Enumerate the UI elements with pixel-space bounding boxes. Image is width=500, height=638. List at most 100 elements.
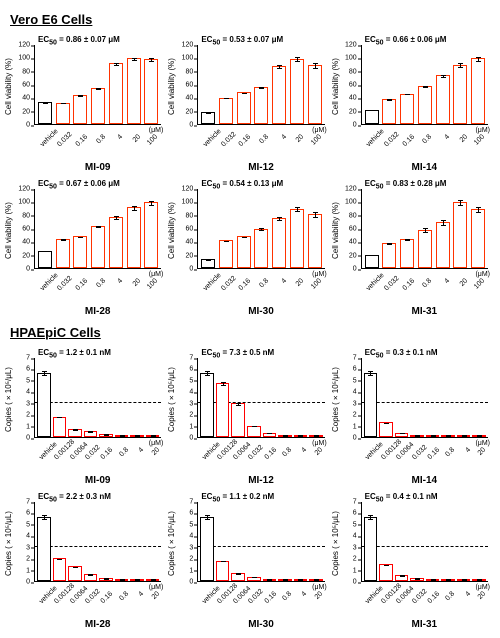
bar — [231, 403, 245, 437]
bar — [290, 209, 304, 268]
y-tick: 5 — [26, 521, 30, 528]
bar — [436, 222, 450, 268]
x-tick: 4 — [457, 590, 472, 605]
bar — [364, 373, 378, 437]
y-axis-label: Copies (×10⁵/μL) — [331, 362, 341, 438]
x-tick: 0.0064 — [69, 590, 84, 605]
bar — [99, 578, 113, 581]
x-tick: vehicle — [365, 446, 380, 461]
bar — [426, 579, 440, 581]
x-unit: (μM) — [149, 271, 164, 278]
error-bar — [44, 371, 45, 376]
section-title-vero: Vero E6 Cells — [10, 12, 492, 27]
y-tick: 20 — [349, 108, 357, 115]
bar — [146, 579, 160, 581]
compound-label: MI-31 — [361, 306, 488, 317]
x-tick: 20 — [127, 277, 142, 292]
bar — [400, 239, 414, 268]
error-bar — [370, 515, 371, 520]
x-tick: 20 — [309, 590, 324, 605]
section-title-hpaepic: HPAEpiC Cells — [10, 325, 492, 340]
y-tick: 80 — [186, 68, 194, 75]
chart-mi-14: EC50 = 0.3 ± 0.1 nMCopies (×10⁵/μL)01234… — [335, 346, 492, 486]
error-bar — [279, 217, 280, 221]
y-tick: 20 — [22, 108, 30, 115]
error-bar — [372, 110, 373, 111]
section-hpaepic: HPAEpiC Cells EC50 = 1.2 ± 0.1 nMCopies … — [8, 325, 492, 630]
bars — [37, 358, 159, 437]
bar — [146, 435, 160, 437]
x-ticks: vehicle0.001280.00640.0320.160.8420(μM)M… — [34, 582, 161, 630]
chart-mi-31: EC50 = 0.83 ± 0.28 μMCell viability (%)0… — [335, 177, 492, 317]
bar — [219, 240, 233, 268]
bar — [200, 517, 214, 581]
x-ticks: vehicle0.001280.00640.0320.160.8420(μM)M… — [361, 438, 488, 486]
error-bar — [226, 98, 227, 99]
y-tick: 80 — [22, 212, 30, 219]
error-bar — [116, 63, 117, 67]
x-tick: 0.8 — [442, 446, 457, 461]
y-tick: 40 — [349, 239, 357, 246]
y-ticks: 01234567 — [181, 358, 195, 438]
x-tick: 20 — [146, 446, 161, 461]
bar — [237, 236, 251, 268]
bar — [38, 251, 52, 268]
x-tick: 4 — [130, 446, 145, 461]
bar — [453, 202, 467, 268]
x-unit: (μM) — [312, 127, 327, 134]
x-unit: (μM) — [149, 584, 164, 591]
x-tick: 0.0064 — [232, 590, 247, 605]
bar — [247, 577, 261, 582]
chart-grid-hpaepic: EC50 = 1.2 ± 0.1 nMCopies (×10⁵/μL)01234… — [8, 346, 492, 630]
error-bar — [443, 75, 444, 78]
error-bar — [372, 255, 373, 256]
chart-mi-28: EC50 = 0.67 ± 0.06 μMCell viability (%)0… — [8, 177, 165, 317]
y-ticks: 020406080100120 — [18, 189, 32, 269]
y-tick: 6 — [189, 510, 193, 517]
x-tick: 100 — [471, 277, 486, 292]
bar — [144, 59, 158, 124]
bar — [91, 88, 105, 124]
y-tick: 80 — [22, 68, 30, 75]
bars — [364, 45, 486, 124]
x-unit: (μM) — [312, 440, 327, 447]
x-tick: 0.00128 — [380, 590, 395, 605]
bar — [410, 435, 424, 437]
error-bar — [425, 228, 426, 233]
section-vero: Vero E6 Cells EC50 = 0.86 ± 0.07 μMCell … — [8, 12, 492, 317]
y-tick: 120 — [18, 42, 30, 49]
y-tick: 6 — [353, 510, 357, 517]
error-bar — [297, 207, 298, 212]
bar — [237, 92, 251, 124]
y-axis-label: Cell viability (%) — [4, 49, 14, 125]
error-bar — [63, 103, 64, 104]
y-tick: 120 — [182, 42, 194, 49]
bar — [472, 435, 486, 437]
bar — [37, 373, 51, 437]
x-tick: 4 — [294, 446, 309, 461]
compound-label: MI-12 — [197, 162, 324, 173]
y-tick: 40 — [186, 239, 194, 246]
bar — [364, 517, 378, 581]
bar — [410, 578, 424, 581]
y-tick: 3 — [189, 400, 193, 407]
y-tick: 2 — [189, 412, 193, 419]
error-bar — [478, 57, 479, 62]
error-bar — [226, 241, 227, 242]
error-bar — [207, 371, 208, 376]
x-tick: 0.8 — [255, 277, 270, 292]
y-tick: 1 — [26, 567, 30, 574]
x-tick: 0.032 — [220, 277, 235, 292]
x-tick: 0.032 — [383, 277, 398, 292]
y-tick: 80 — [349, 212, 357, 219]
x-unit: (μM) — [312, 584, 327, 591]
x-tick: 0.8 — [255, 133, 270, 148]
x-tick: 0.0064 — [232, 446, 247, 461]
y-axis-label: Cell viability (%) — [4, 193, 14, 269]
compound-label: MI-12 — [197, 475, 324, 486]
error-bar — [425, 86, 426, 88]
y-tick: 5 — [189, 521, 193, 528]
bar — [73, 95, 87, 124]
error-bar — [98, 88, 99, 90]
y-ticks: 020406080100120 — [18, 45, 32, 125]
